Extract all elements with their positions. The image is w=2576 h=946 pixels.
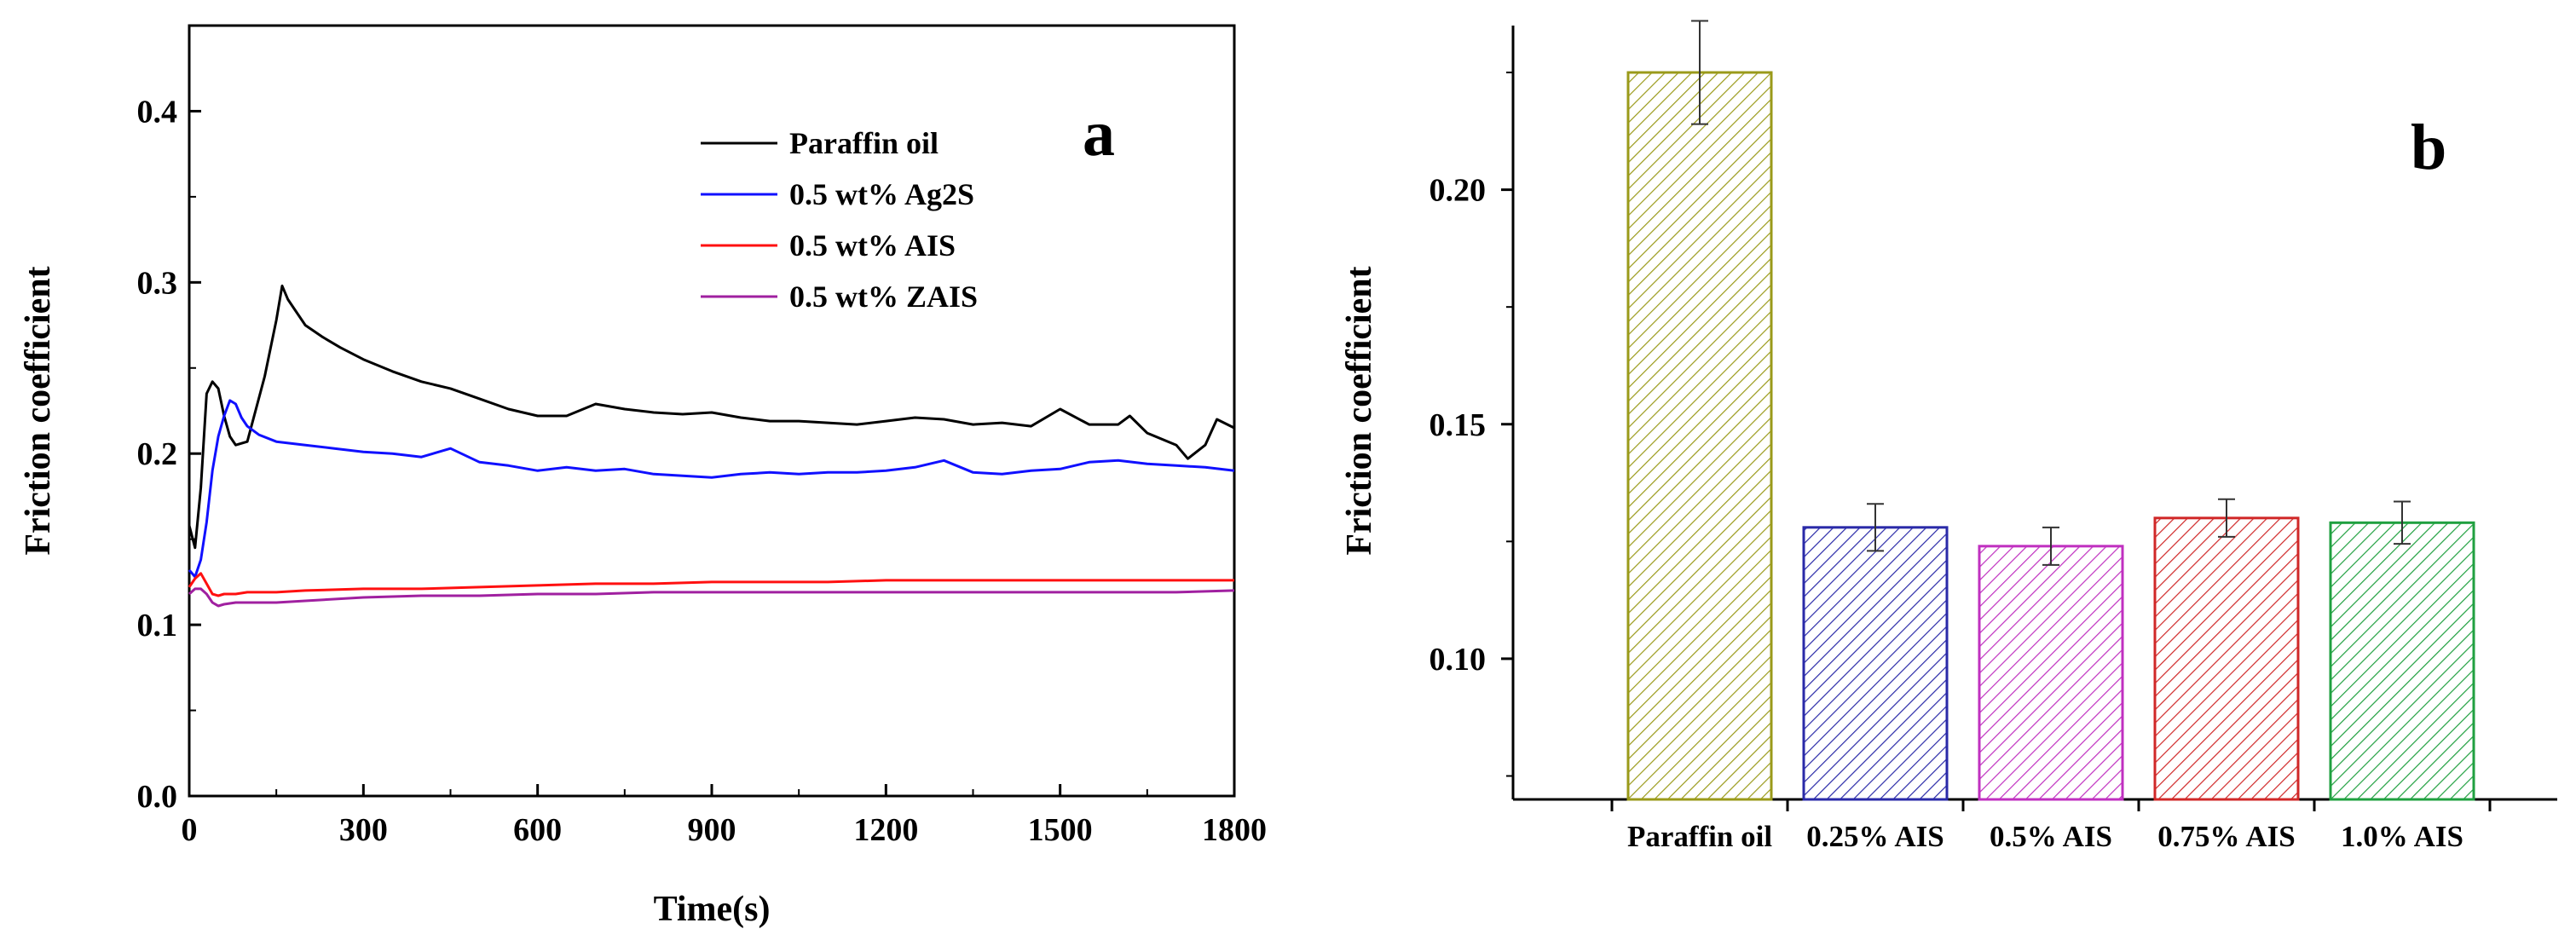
legend-label: Paraffin oil (789, 126, 939, 160)
category-label: Paraffin oil (1627, 820, 1772, 853)
bar-3 (1978, 545, 2124, 801)
y-tick-label: 0.2 (137, 436, 178, 472)
category-label: 0.25% AIS (1806, 820, 1944, 853)
panel-a-line-chart: 0 300 600 900 1200 1500 1800 0.0 0.1 0.2 0.3 0.4 T… (19, 24, 1267, 929)
legend-label: 0.5 wt% Ag2S (789, 177, 974, 211)
panel-a-plot-frame (188, 24, 1236, 798)
error-bar-5 (2394, 500, 2411, 545)
y-tick-label: 0.15 (1430, 407, 1487, 443)
error-bar-1 (1691, 20, 1708, 125)
x-tick-label: 1800 (1202, 812, 1267, 848)
bar-1 (1626, 71, 1773, 801)
panel-a-letter: a (1083, 98, 1115, 170)
panel-a-x-axis-title: Time(s) (654, 890, 771, 929)
bar-2 (1802, 526, 1949, 801)
category-label: 0.5% AIS (1990, 820, 2112, 853)
y-tick-label: 0.0 (137, 779, 178, 815)
y-tick-label: 0.3 (137, 265, 178, 301)
panel-a-y-axis-title: Friction coefficient (19, 266, 58, 555)
y-tick-label: 0.1 (137, 608, 178, 643)
legend-label: 0.5 wt% AIS (789, 228, 956, 262)
panel-b-bar-chart: 0.10 0.15 0.20 Paraffin oil 0.25% AIS 0.5% A… (1340, 20, 2557, 853)
x-tick-label: 900 (688, 812, 736, 848)
x-tick-label: 1500 (1028, 812, 1093, 848)
error-bar-4 (2218, 498, 2235, 538)
bar-5 (2329, 521, 2475, 801)
y-tick-label: 0.10 (1430, 642, 1487, 678)
legend-label: 0.5 wt% ZAIS (789, 280, 978, 314)
series-line-4 (188, 587, 1235, 608)
panel-a-legend: Paraffin oil 0.5 wt% Ag2S 0.5 wt% AIS 0.5 w… (701, 126, 978, 314)
series-line-1 (188, 284, 1235, 550)
x-tick-label: 300 (339, 812, 388, 848)
error-bar-2 (1867, 503, 1884, 552)
series-line-2 (188, 399, 1235, 579)
series-line-3 (188, 572, 1234, 597)
category-label: 0.75% AIS (2157, 820, 2295, 853)
panel-b-y-axis-title: Friction coefficient (1340, 266, 1379, 555)
error-bar-3 (2042, 526, 2059, 566)
panel-b-letter: b (2411, 112, 2446, 183)
y-tick-label: 0.20 (1430, 173, 1487, 209)
category-label: 1.0% AIS (2341, 820, 2463, 853)
x-tick-label: 600 (513, 812, 562, 848)
x-tick-label: 1200 (853, 812, 918, 848)
y-tick-label: 0.4 (137, 94, 178, 130)
x-tick-label: 0 (182, 812, 198, 848)
bar-4 (2153, 516, 2300, 801)
